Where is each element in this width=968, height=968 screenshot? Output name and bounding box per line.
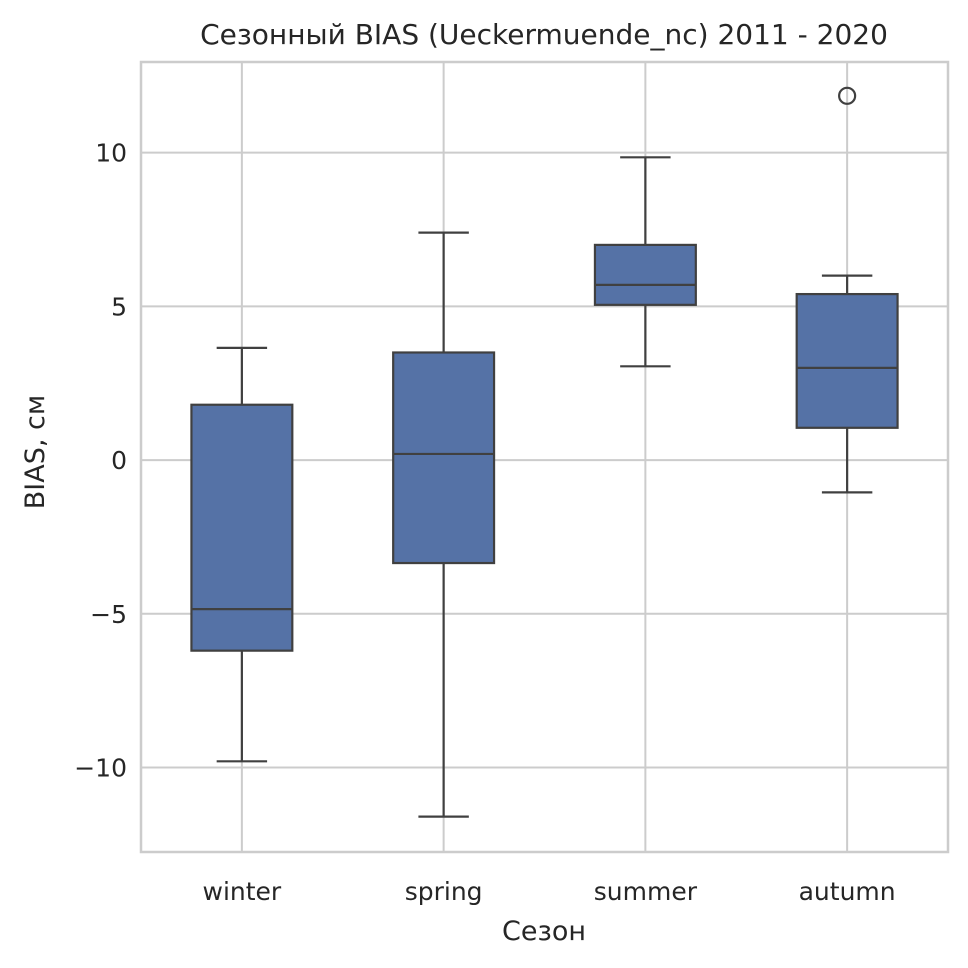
y-tick-label: 5 (111, 292, 127, 321)
boxes (190, 86, 899, 818)
iqr-box (593, 243, 697, 306)
y-axis-label: BIAS, см (20, 395, 51, 509)
box-summer (593, 156, 697, 368)
x-tick-label: spring (405, 877, 483, 906)
y-tick-labels: −10 −5 0 5 10 (74, 139, 127, 783)
y-tick-label: −5 (90, 600, 127, 629)
y-tick-label: −10 (74, 753, 127, 782)
y-tick-label: 10 (95, 139, 127, 168)
x-axis-label: Сезон (502, 916, 586, 947)
box-winter (190, 346, 294, 763)
box-spring (392, 231, 496, 818)
iqr-box (795, 292, 899, 429)
y-tick-label: 0 (111, 446, 127, 475)
chart-title: Сезонный BIAS (Ueckermuende_nc) 2011 - 2… (200, 18, 888, 51)
x-tick-label: autumn (799, 877, 896, 906)
box-autumn (795, 86, 899, 494)
outlier-point (838, 86, 857, 105)
iqr-box (392, 351, 496, 565)
x-tick-label: summer (594, 877, 698, 906)
iqr-box (190, 403, 294, 652)
x-tick-labels: winter spring summer autumn (203, 877, 896, 906)
plot-frame (139, 60, 950, 854)
x-tick-label: winter (203, 877, 282, 906)
